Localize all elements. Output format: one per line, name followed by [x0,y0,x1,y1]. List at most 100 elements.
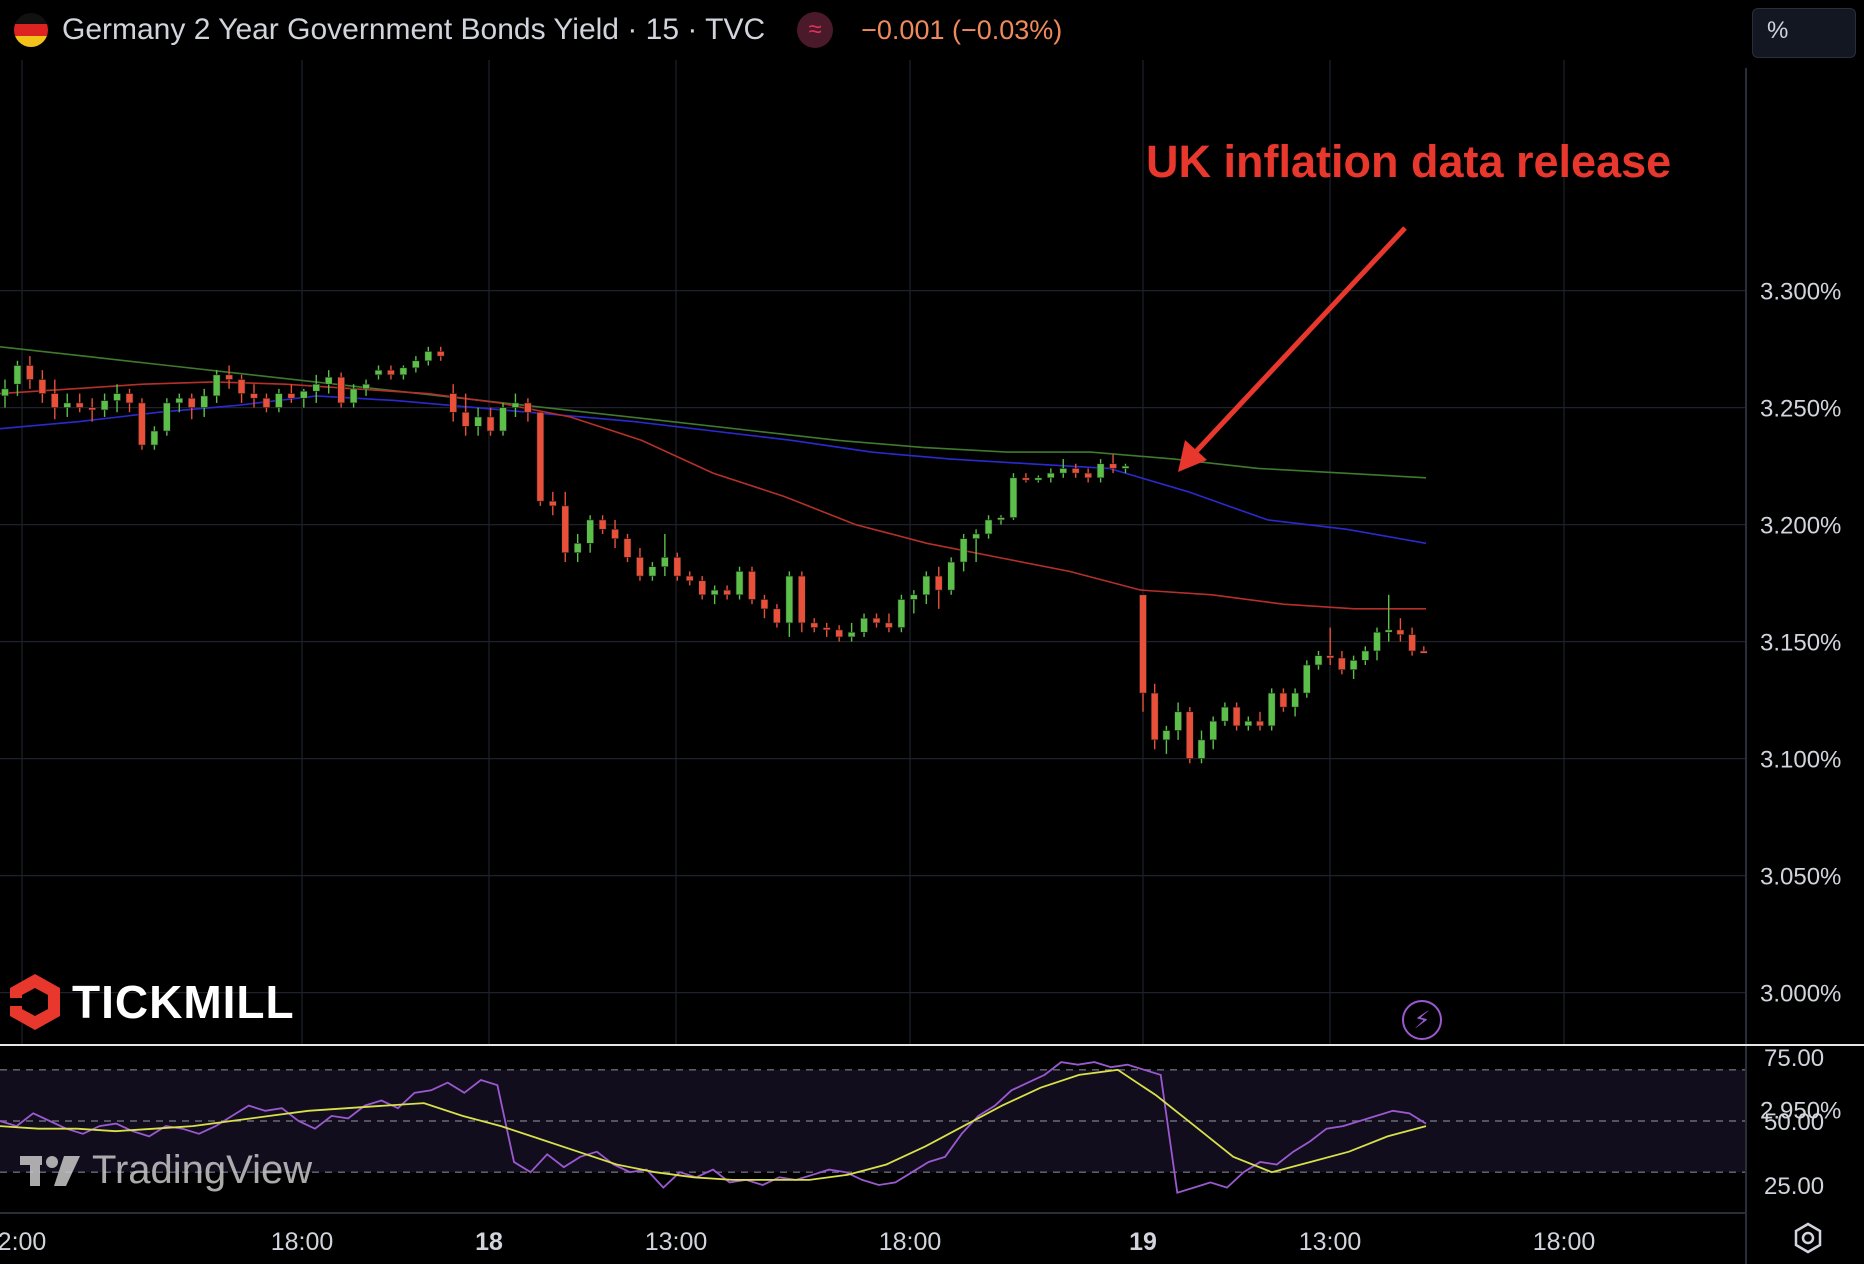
candle [387,365,395,380]
candle-body [387,369,395,376]
candle [1408,627,1416,656]
candle-body [972,533,980,539]
candle [1384,594,1393,642]
candle [113,384,121,413]
candle [997,515,1005,525]
y-tick-label: 3.000% [1760,981,1841,1008]
annotation-arrowhead [1178,440,1207,472]
candle [984,515,993,539]
candle-body [947,561,956,591]
candle-body [760,599,769,610]
candle-body [424,351,433,362]
candle [636,548,644,581]
candle-body [698,580,707,596]
candle-body [1349,660,1358,670]
candle [63,393,72,417]
candle [524,398,532,422]
candle-body [1139,594,1147,694]
y-tick-label: 3.100% [1760,747,1841,774]
candle-body [138,402,146,446]
candle-body [1326,655,1334,659]
x-tick-label: 18:00 [879,1228,942,1256]
candle-body [113,393,121,401]
candle-body [561,505,570,553]
candle-body [1084,472,1092,479]
candle-body [63,402,72,408]
candle [1303,660,1311,698]
candle-body [100,400,109,411]
candle-body [1396,629,1405,635]
candle-body [611,528,619,539]
candle [399,365,408,380]
candle-body [38,379,47,394]
candle-body [1232,706,1241,727]
candle-body [598,519,607,530]
symbol-title[interactable]: Germany 2 Year Government Bonds Yield · … [62,13,766,46]
candle [698,576,707,600]
settings-icon[interactable] [1792,1222,1824,1254]
candle [1232,702,1241,731]
candle [673,552,682,581]
candle-body [88,407,96,411]
candle [38,370,47,403]
annotation-arrow [1188,226,1407,460]
candle-body [1121,465,1130,469]
candle [225,365,233,389]
candle [312,374,321,403]
candle [735,566,744,600]
candle-body [1373,631,1381,652]
candle-body [797,575,806,624]
x-tick-label: 18:00 [271,1228,334,1256]
percent-scale-button[interactable]: % [1752,8,1856,58]
candle-body [548,500,557,507]
candle [1121,463,1130,474]
candle [1221,702,1229,726]
candle-body [685,575,694,582]
candle [138,398,146,450]
candle-body [810,622,819,628]
candle [1022,473,1030,483]
tickmill-wordmark: TICKMILL [72,976,295,1028]
candle-body [997,517,1005,521]
candle-body [897,599,906,628]
candle [586,515,594,553]
candle [885,613,893,633]
candle [212,370,221,403]
candle-body [449,393,458,413]
candle [573,533,582,563]
candle-body [50,393,59,408]
tickmill-mark-icon [8,974,60,1030]
candle [250,384,258,408]
lightning-icon[interactable]: ⚡ [1402,1000,1442,1040]
candle [934,566,943,609]
candle [835,625,843,642]
candle-body [511,402,520,408]
candle [237,374,246,403]
candle-body [1197,739,1206,759]
candle-body [412,360,420,369]
candle-body [275,393,283,408]
candle [1244,716,1253,731]
indicator-icon[interactable]: ≈ [797,12,834,48]
candle-body [262,397,271,408]
candle-body [785,575,794,624]
candle [723,585,731,600]
candle [972,529,980,563]
candle [299,388,308,408]
candle-body [536,411,545,502]
candle-body [959,538,968,563]
candle-body [486,416,495,432]
candle [1139,594,1147,712]
candle [486,407,495,436]
candle [760,594,769,619]
candle [1047,468,1055,483]
candle [611,519,619,548]
candle [710,585,719,605]
candle [349,384,358,408]
candle-body [299,390,308,399]
candle [1162,725,1171,754]
candle [685,571,694,586]
candle [499,402,507,436]
candle [1396,618,1405,642]
